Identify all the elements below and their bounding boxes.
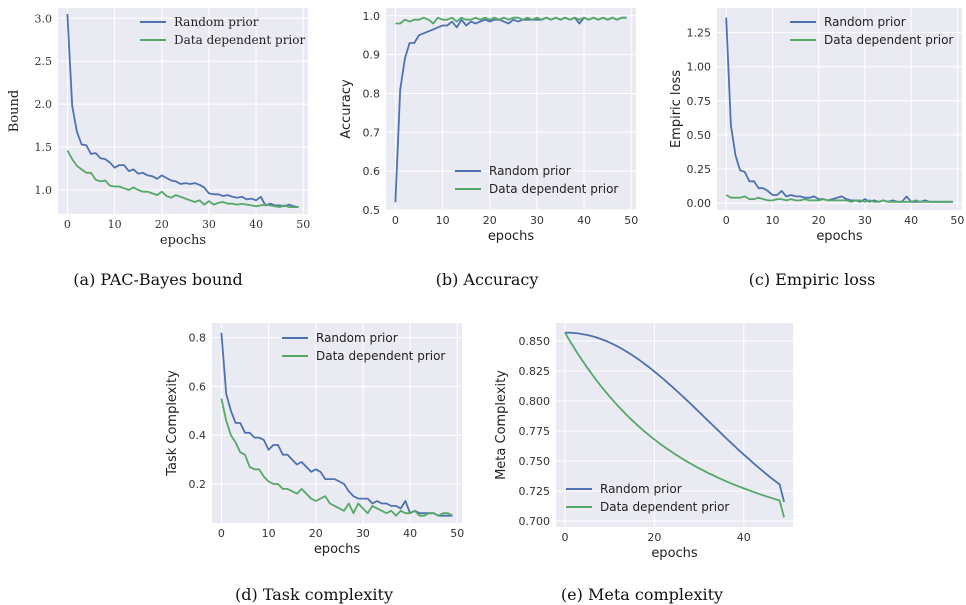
caption-c: (c) Empiric loss bbox=[749, 270, 876, 289]
caption-e: (e) Meta complexity bbox=[561, 585, 723, 604]
y-tick-label: 0.50 bbox=[687, 129, 712, 142]
series-line-data_dependent bbox=[725, 194, 953, 203]
y-tick-label: 1.0 bbox=[35, 184, 53, 197]
legend-label: Data dependent prior bbox=[174, 33, 305, 47]
y-tick-label: 1.5 bbox=[35, 141, 53, 154]
x-tick-label: 20 bbox=[483, 214, 497, 227]
y-tick-label: 0.750 bbox=[519, 455, 551, 468]
x-tick-label: 10 bbox=[262, 527, 276, 540]
y-tick-label: 1.25 bbox=[687, 27, 712, 40]
y-tick-label: 0.775 bbox=[519, 425, 551, 438]
plot-area bbox=[386, 8, 636, 210]
x-tick-label: 30 bbox=[530, 214, 544, 227]
y-tick-label: 0.00 bbox=[687, 197, 712, 210]
y-tick-label: 1.00 bbox=[687, 61, 712, 74]
y-tick-label: 0.5 bbox=[363, 204, 381, 217]
y-tick-label: 1.0 bbox=[363, 10, 381, 23]
y-tick-label: 0.9 bbox=[363, 49, 381, 62]
legend-label: Data dependent prior bbox=[600, 500, 729, 514]
x-tick-label: 40 bbox=[403, 527, 417, 540]
x-tick-label: 20 bbox=[812, 214, 826, 227]
series-line-data_dependent bbox=[66, 150, 299, 209]
x-tick-label: 0 bbox=[64, 218, 71, 231]
y-tick-label: 0.825 bbox=[519, 365, 551, 378]
plot-area bbox=[58, 8, 308, 214]
legend-label: Data dependent prior bbox=[316, 349, 445, 363]
panel-empiric-loss: 0 10 20 30 40 50 0.00 0.25 0.50 0.75 1.00 1.25 epoch… bbox=[669, 8, 964, 244]
y-tick-label: 2.0 bbox=[35, 98, 53, 111]
x-tick-label: 50 bbox=[624, 214, 638, 227]
y-tick-label: 0.75 bbox=[687, 95, 712, 108]
legend-label: Random prior bbox=[489, 164, 571, 178]
x-tick-label: 40 bbox=[904, 214, 918, 227]
plot-area bbox=[556, 323, 793, 527]
y-tick-label: 0.700 bbox=[519, 515, 551, 528]
series-line-random bbox=[66, 13, 299, 208]
panel-accuracy: 0 10 20 30 40 50 0.5 0.6 0.7 0.8 0.9 1.0 epochs Accur… bbox=[339, 8, 638, 244]
x-axis-label: epochs bbox=[488, 229, 535, 244]
series-line-data_dependent bbox=[395, 16, 627, 25]
x-tick-label: 50 bbox=[296, 218, 310, 231]
y-tick-label: 2.5 bbox=[35, 55, 53, 68]
legend-label: Data dependent prior bbox=[824, 33, 953, 47]
legend-label: Random prior bbox=[316, 331, 398, 345]
caption-b: (b) Accuracy bbox=[436, 270, 539, 289]
x-tick-label: 0 bbox=[723, 214, 730, 227]
x-tick-label: 30 bbox=[858, 214, 872, 227]
y-tick-label: 3.0 bbox=[35, 12, 53, 25]
legend-label: Random prior bbox=[174, 15, 259, 29]
y-tick-label: 0.8 bbox=[363, 87, 381, 100]
x-tick-label: 0 bbox=[218, 527, 225, 540]
plot-area bbox=[717, 8, 962, 210]
x-axis-label: epochs bbox=[314, 542, 361, 557]
x-tick-label: 30 bbox=[356, 527, 370, 540]
x-tick-label: 10 bbox=[436, 214, 450, 227]
caption-d: (d) Task complexity bbox=[235, 585, 393, 604]
x-tick-label: 50 bbox=[450, 527, 464, 540]
x-tick-label: 20 bbox=[309, 527, 323, 540]
x-tick-label: 0 bbox=[392, 214, 399, 227]
x-tick-label: 10 bbox=[765, 214, 779, 227]
panel-task-complexity: 0 10 20 30 40 50 0.2 0.4 0.6 0.8 epochs Task Comple… bbox=[165, 323, 464, 557]
caption-a: (a) PAC-Bayes bound bbox=[73, 270, 242, 289]
x-tick-label: 0 bbox=[561, 531, 568, 544]
series-line-data_dependent bbox=[220, 398, 454, 517]
y-axis-label: Bound bbox=[7, 90, 22, 132]
x-axis-label: epochs bbox=[816, 229, 863, 244]
y-tick-label: 0.8 bbox=[189, 332, 207, 345]
series-line-random bbox=[564, 331, 785, 503]
x-tick-label: 10 bbox=[108, 218, 122, 231]
series-line-random bbox=[725, 17, 953, 203]
y-tick-label: 0.4 bbox=[189, 429, 207, 442]
y-axis-label: Meta Complexity bbox=[494, 370, 509, 480]
x-tick-label: 50 bbox=[950, 214, 964, 227]
y-axis-label: Accuracy bbox=[339, 79, 354, 139]
x-tick-label: 40 bbox=[577, 214, 591, 227]
y-axis-label: Empiric loss bbox=[669, 70, 684, 148]
x-tick-label: 20 bbox=[647, 531, 661, 544]
y-tick-label: 0.25 bbox=[687, 163, 712, 176]
x-tick-label: 40 bbox=[737, 531, 751, 544]
y-tick-label: 0.2 bbox=[189, 478, 207, 491]
legend-label: Random prior bbox=[600, 482, 682, 496]
y-tick-label: 0.800 bbox=[519, 395, 551, 408]
y-tick-label: 0.6 bbox=[189, 380, 207, 393]
legend-label: Random prior bbox=[824, 15, 906, 29]
y-tick-label: 0.6 bbox=[363, 165, 381, 178]
x-axis-label: epochs bbox=[160, 233, 206, 248]
y-axis-label: Task Complexity bbox=[165, 370, 180, 477]
series-line-data_dependent bbox=[564, 332, 785, 518]
panel-meta-complexity: 0 20 40 0.700 0.725 0.750 0.775 0.800 0.825 0.850… bbox=[494, 323, 793, 561]
y-tick-label: 0.7 bbox=[363, 126, 381, 139]
plot-area bbox=[212, 323, 462, 523]
panel-pac-bayes-bound: 0 10 20 30 40 50 1.0 1.5 2.0 2.5 3.0 epochs Bound Ran… bbox=[7, 8, 310, 248]
y-tick-label: 0.850 bbox=[519, 335, 551, 348]
x-tick-label: 30 bbox=[202, 218, 216, 231]
x-tick-label: 20 bbox=[155, 218, 169, 231]
x-tick-label: 40 bbox=[249, 218, 263, 231]
legend-label: Data dependent prior bbox=[489, 182, 618, 196]
y-tick-label: 0.725 bbox=[519, 485, 551, 498]
x-axis-label: epochs bbox=[651, 546, 698, 561]
